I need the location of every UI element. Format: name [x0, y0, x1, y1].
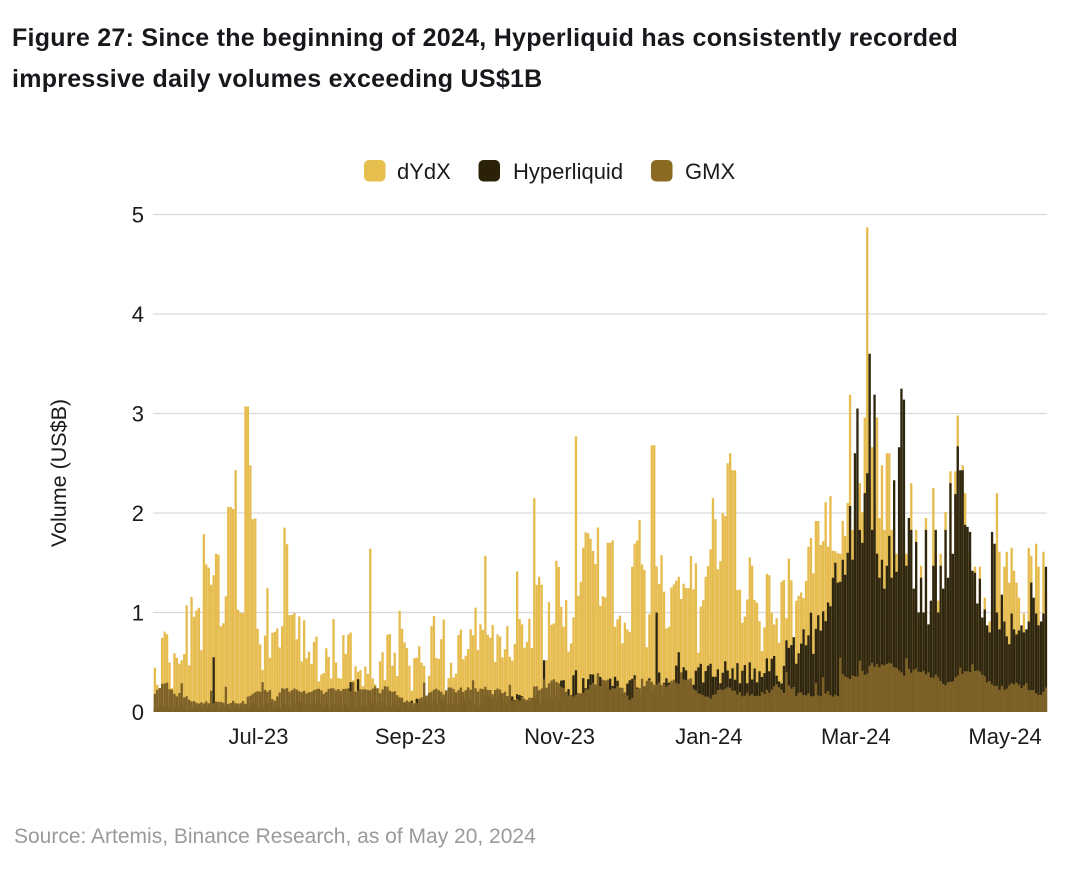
svg-text:0: 0 — [132, 700, 144, 725]
svg-text:Jan-24: Jan-24 — [675, 724, 742, 749]
svg-text:Jul-23: Jul-23 — [229, 724, 289, 749]
svg-text:3: 3 — [132, 402, 144, 427]
svg-text:Mar-24: Mar-24 — [821, 724, 891, 749]
svg-text:Figure 27: Since the beginning: Figure 27: Since the beginning of 2024, … — [12, 24, 958, 52]
svg-text:Sep-23: Sep-23 — [375, 724, 446, 749]
svg-text:5: 5 — [132, 203, 144, 228]
svg-text:Nov-23: Nov-23 — [524, 724, 595, 749]
svg-text:2: 2 — [132, 501, 144, 526]
svg-text:May-24: May-24 — [968, 724, 1041, 749]
svg-text:dYdX: dYdX — [397, 159, 451, 184]
svg-text:impressive daily volumes excee: impressive daily volumes exceeding US$1B — [12, 65, 543, 93]
svg-text:1: 1 — [132, 601, 144, 626]
svg-text:Hyperliquid: Hyperliquid — [513, 159, 623, 184]
svg-text:4: 4 — [132, 302, 144, 327]
svg-text:Volume (US$B): Volume (US$B) — [47, 399, 71, 547]
svg-text:Source: Artemis, Binance Resea: Source: Artemis, Binance Research, as of… — [14, 825, 536, 848]
svg-text:GMX: GMX — [685, 159, 735, 184]
